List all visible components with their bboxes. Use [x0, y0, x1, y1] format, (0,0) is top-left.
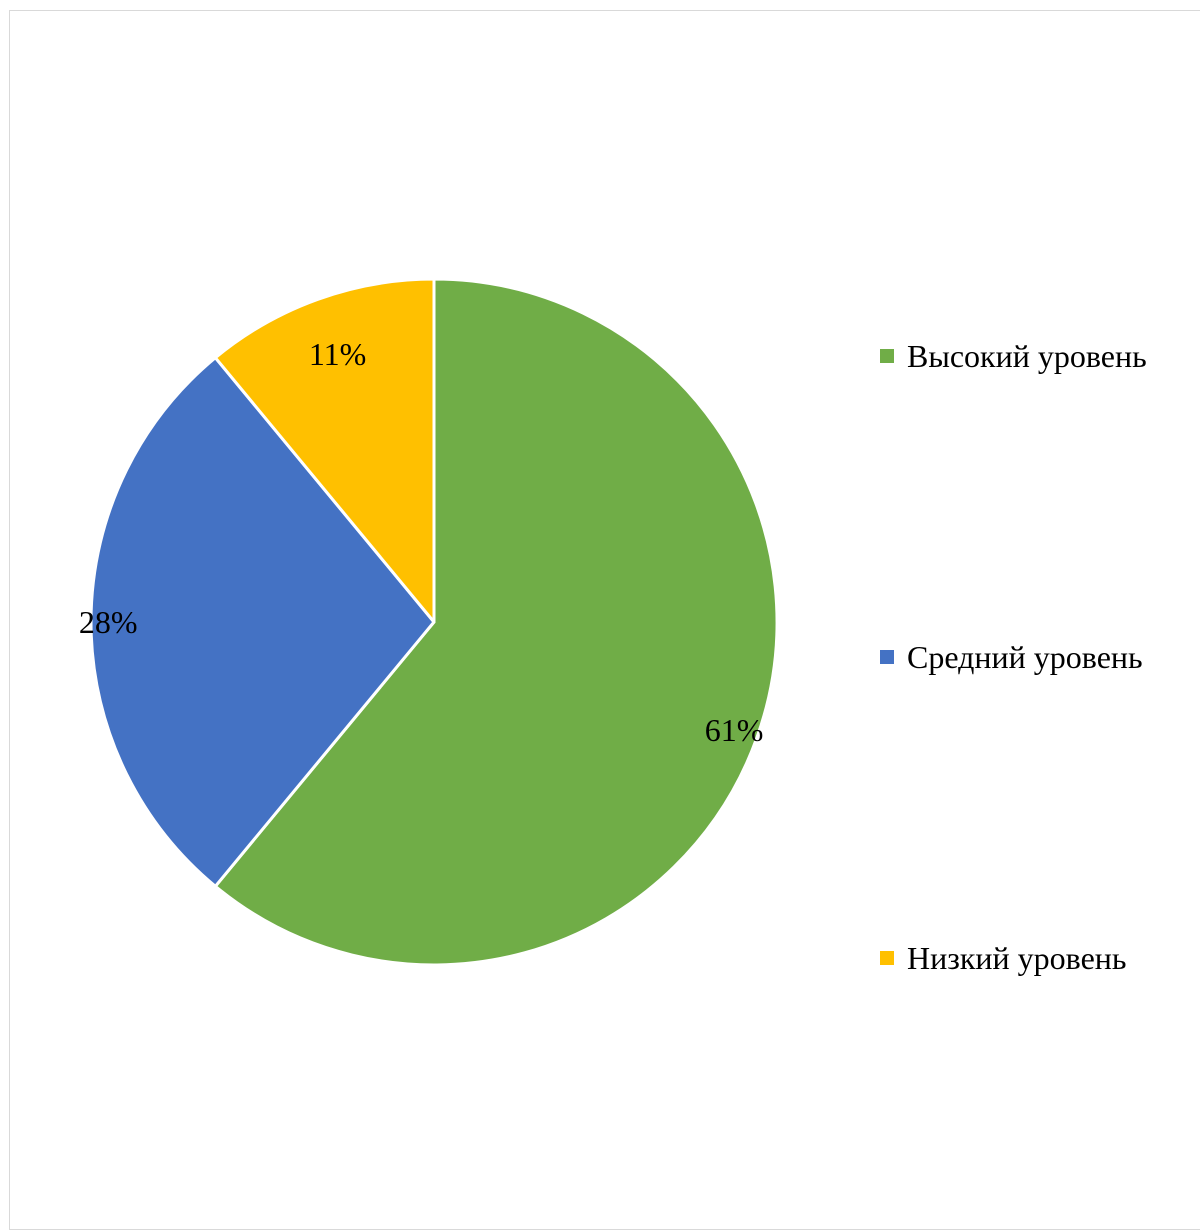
data-label-medium-level: 28% [79, 604, 138, 640]
pie-slices [89, 277, 779, 967]
pie-slice-high-level [213, 277, 779, 967]
legend-swatch-low-level [880, 951, 894, 965]
legend-item-high-level: Высокий уровень [880, 338, 1147, 374]
legend-swatch-medium-level [880, 650, 894, 664]
pie-slice-medium-level [89, 356, 436, 888]
legend-label-medium-level: Средний уровень [907, 639, 1143, 675]
pie-slice-low-level [213, 277, 436, 624]
data-label-low-level: 11% [309, 336, 366, 372]
legend-label-high-level: Высокий уровень [907, 338, 1147, 374]
legend-item-medium-level: Средний уровень [880, 639, 1143, 675]
legend: Высокий уровень Средний уровень Низкий у… [880, 0, 1200, 1224]
legend-swatch-high-level [880, 349, 894, 363]
legend-label-low-level: Низкий уровень [907, 940, 1127, 976]
pie-data-labels: 61% 28% 11% [79, 336, 764, 748]
data-label-high-level: 61% [705, 712, 764, 748]
legend-item-low-level: Низкий уровень [880, 940, 1127, 976]
